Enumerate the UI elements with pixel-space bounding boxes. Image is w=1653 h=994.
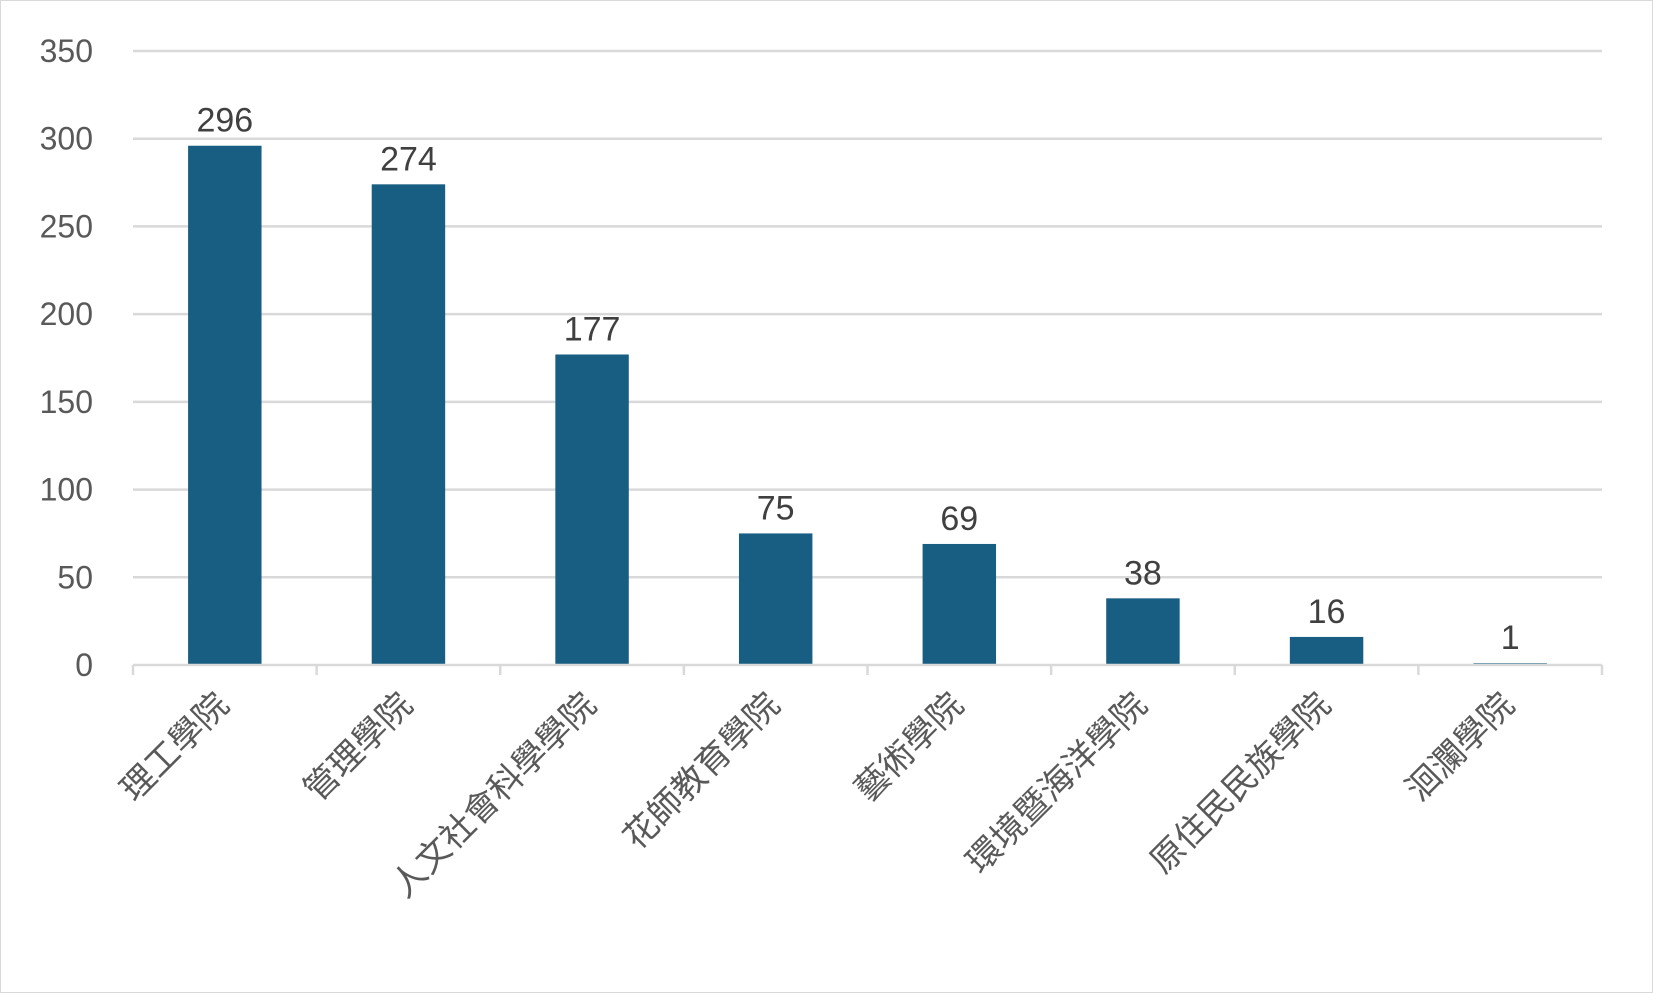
- y-tick-label: 300: [40, 121, 93, 157]
- category-label: 環境暨海洋學院: [959, 685, 1156, 882]
- data-label: 177: [564, 310, 621, 348]
- y-tick-label: 200: [40, 296, 93, 332]
- y-axis-ticks: 0 50 100 150 200 250 300 350: [40, 33, 93, 683]
- data-label: 69: [940, 500, 978, 538]
- bar-2: [371, 184, 446, 665]
- y-tick-label: 150: [40, 384, 93, 420]
- category-label: 理工學院: [113, 685, 237, 809]
- bar-1: [188, 145, 262, 665]
- data-label: 75: [757, 489, 795, 527]
- category-label: 管理學院: [296, 685, 420, 809]
- data-labels: 296 274 177 75 69 38 16 1: [196, 102, 1519, 658]
- y-tick-label: 350: [40, 33, 93, 69]
- y-tick-label: 50: [57, 559, 93, 595]
- y-tick-label: 100: [40, 472, 93, 508]
- bar-4: [738, 533, 813, 665]
- data-label: 38: [1124, 554, 1162, 592]
- bar-7: [1289, 636, 1364, 665]
- grid-lines: [133, 49, 1602, 579]
- category-label: 洄瀾學院: [1398, 685, 1522, 809]
- data-label: 274: [380, 140, 437, 178]
- category-label: 花師教育學院: [616, 685, 789, 858]
- data-label: 1: [1501, 619, 1520, 657]
- bars: [188, 145, 1547, 665]
- category-label: 原住民民族學院: [1142, 685, 1339, 882]
- data-label: 16: [1308, 593, 1346, 631]
- y-tick-label: 250: [40, 208, 93, 244]
- bar-5: [922, 543, 997, 665]
- bar-6: [1106, 598, 1180, 665]
- category-label: 藝術學院: [847, 685, 971, 809]
- x-axis: [131, 663, 1604, 675]
- bar-3: [555, 354, 629, 665]
- data-label: 296: [196, 102, 253, 140]
- category-label: 人文社會科學學院: [384, 685, 605, 906]
- y-tick-label: 0: [75, 647, 93, 683]
